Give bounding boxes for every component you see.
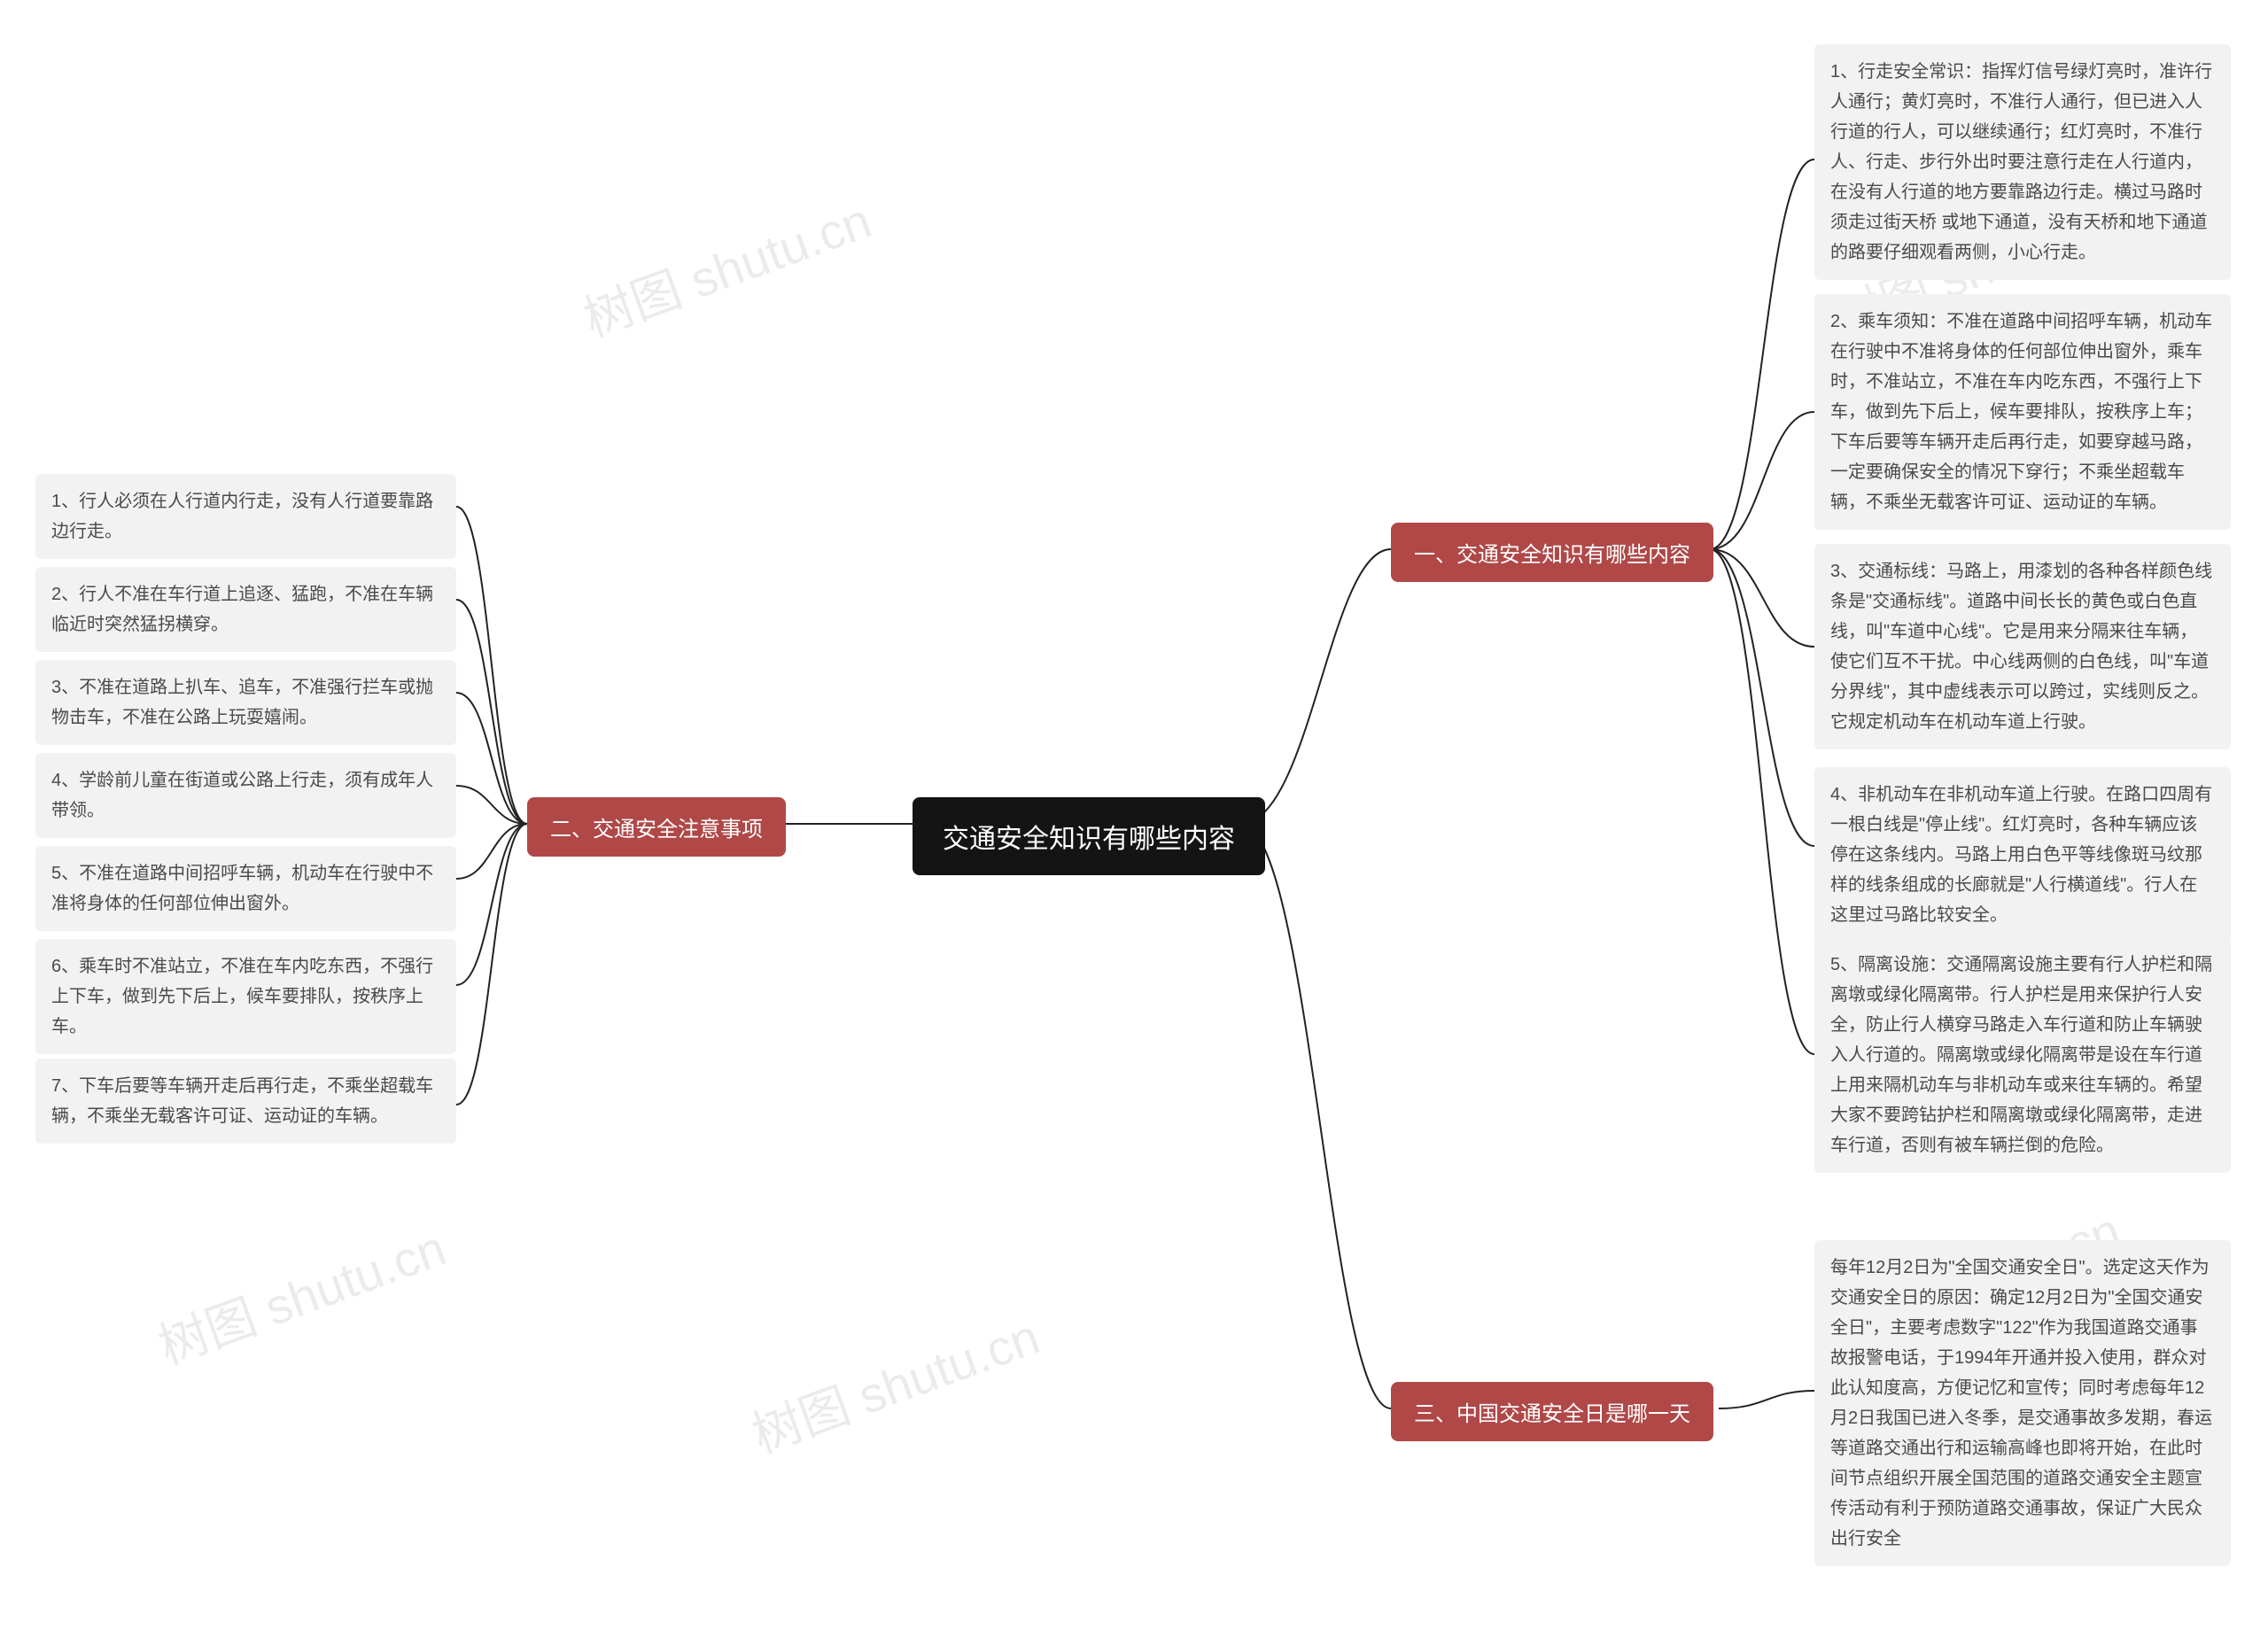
leaf-text: 2、行人不准在车行道上追逐、猛跑，不准在车辆临近时突然猛拐横穿。 <box>51 579 440 640</box>
leaf-1-5: 5、隔离设施：交通隔离设施主要有行人护栏和隔离墩或绿化隔离带。行人护栏是用来保护… <box>1814 937 2231 1173</box>
leaf-2-1: 1、行人必须在人行道内行走，没有人行道要靠路边行走。 <box>35 474 456 559</box>
watermark: 树图 shutu.cn <box>572 181 880 351</box>
root-label: 交通安全知识有哪些内容 <box>943 817 1235 856</box>
leaf-text: 5、不准在道路中间招呼车辆，机动车在行驶中不准将身体的任何部位伸出窗外。 <box>51 858 440 919</box>
leaf-text: 4、学龄前儿童在街道或公路上行走，须有成年人带领。 <box>51 765 440 826</box>
branch-node-1: 一、交通安全知识有哪些内容 <box>1391 523 1713 582</box>
leaf-2-5: 5、不准在道路中间招呼车辆，机动车在行驶中不准将身体的任何部位伸出窗外。 <box>35 846 456 931</box>
branch-2-label: 二、交通安全注意事项 <box>550 811 763 842</box>
leaf-text: 每年12月2日为"全国交通安全日"。选定这天作为交通安全日的原因：确定12月2日… <box>1830 1253 2215 1554</box>
leaf-text: 3、交通标线：马路上，用漆划的各种各样颜色线条是"交通标线"。道路中间长长的黄色… <box>1830 556 2215 737</box>
leaf-1-2: 2、乘车须知：不准在道路中间招呼车辆，机动车在行驶中不准将身体的任何部位伸出窗外… <box>1814 294 2231 530</box>
leaf-3-1: 每年12月2日为"全国交通安全日"。选定这天作为交通安全日的原因：确定12月2日… <box>1814 1240 2231 1566</box>
root-node: 交通安全知识有哪些内容 <box>913 797 1265 875</box>
leaf-text: 6、乘车时不准站立，不准在车内吃东西，不强行上下车，做到先下后上，候车要排队，按… <box>51 951 440 1042</box>
leaf-text: 2、乘车须知：不准在道路中间招呼车辆，机动车在行驶中不准将身体的任何部位伸出窗外… <box>1830 306 2215 517</box>
leaf-text: 5、隔离设施：交通隔离设施主要有行人护栏和隔离墩或绿化隔离带。行人护栏是用来保护… <box>1830 950 2215 1160</box>
leaf-text: 4、非机动车在非机动车道上行驶。在路口四周有一根白线是"停止线"。红灯亮时，各种… <box>1830 780 2215 930</box>
leaf-2-3: 3、不准在道路上扒车、追车，不准强行拦车或抛物击车，不准在公路上玩耍嬉闹。 <box>35 660 456 745</box>
leaf-text: 3、不准在道路上扒车、追车，不准强行拦车或抛物击车，不准在公路上玩耍嬉闹。 <box>51 672 440 733</box>
leaf-1-3: 3、交通标线：马路上，用漆划的各种各样颜色线条是"交通标线"。道路中间长长的黄色… <box>1814 544 2231 749</box>
leaf-text: 1、行人必须在人行道内行走，没有人行道要靠路边行走。 <box>51 486 440 547</box>
leaf-2-2: 2、行人不准在车行道上追逐、猛跑，不准在车辆临近时突然猛拐横穿。 <box>35 567 456 652</box>
watermark: 树图 shutu.cn <box>741 1297 1048 1467</box>
branch-node-2: 二、交通安全注意事项 <box>527 797 786 857</box>
watermark: 树图 shutu.cn <box>147 1208 454 1378</box>
leaf-text: 1、行走安全常识：指挥灯信号绿灯亮时，准许行人通行；黄灯亮时，不准行人通行，但已… <box>1830 57 2215 268</box>
leaf-1-4: 4、非机动车在非机动车道上行驶。在路口四周有一根白线是"停止线"。红灯亮时，各种… <box>1814 767 2231 943</box>
branch-1-label: 一、交通安全知识有哪些内容 <box>1414 537 1690 568</box>
leaf-2-4: 4、学龄前儿童在街道或公路上行走，须有成年人带领。 <box>35 753 456 838</box>
leaf-2-6: 6、乘车时不准站立，不准在车内吃东西，不强行上下车，做到先下后上，候车要排队，按… <box>35 939 456 1054</box>
leaf-1-1: 1、行走安全常识：指挥灯信号绿灯亮时，准许行人通行；黄灯亮时，不准行人通行，但已… <box>1814 44 2231 280</box>
leaf-2-7: 7、下车后要等车辆开走后再行走，不乘坐超载车辆，不乘坐无载客许可证、运动证的车辆… <box>35 1059 456 1144</box>
leaf-text: 7、下车后要等车辆开走后再行走，不乘坐超载车辆，不乘坐无载客许可证、运动证的车辆… <box>51 1071 440 1131</box>
branch-node-3: 三、中国交通安全日是哪一天 <box>1391 1382 1713 1441</box>
branch-3-label: 三、中国交通安全日是哪一天 <box>1414 1396 1690 1427</box>
